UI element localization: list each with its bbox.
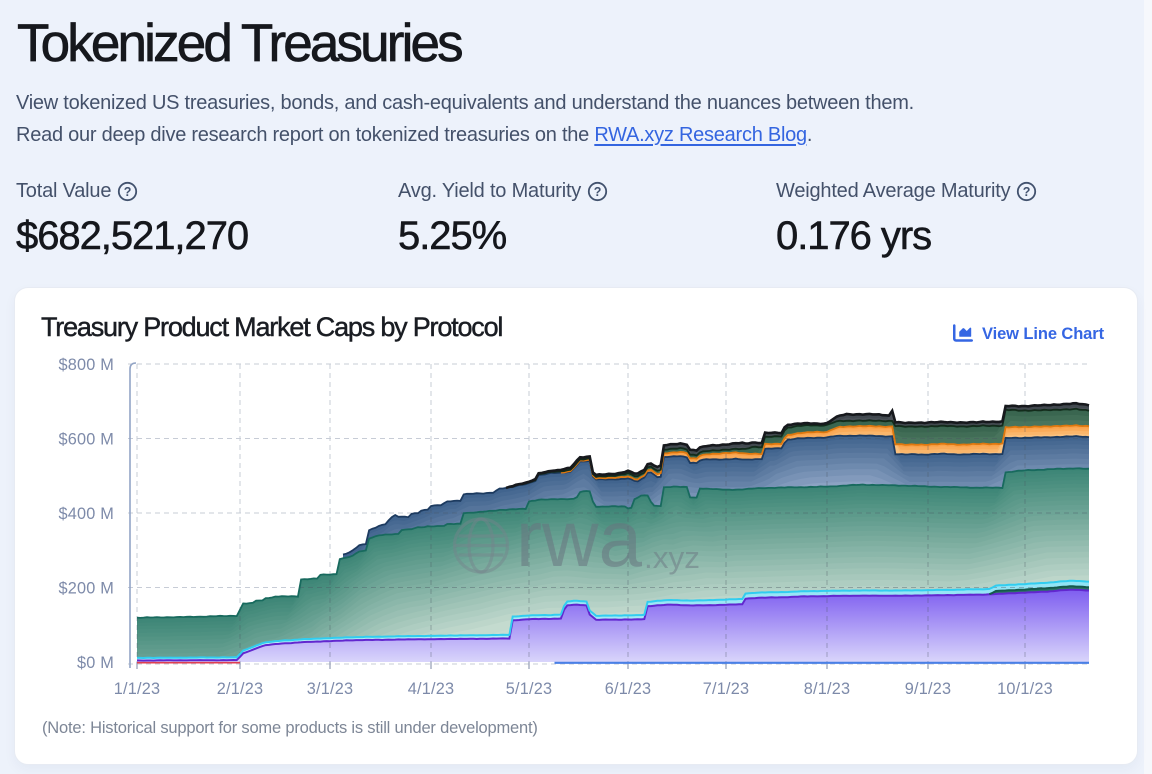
svg-text:?: ? [594,185,601,199]
svg-text:?: ? [1023,185,1030,199]
svg-text:5/1/23: 5/1/23 [506,680,552,698]
svg-text:$600 M: $600 M [58,430,114,448]
svg-text:7/1/23: 7/1/23 [703,680,749,698]
svg-text:1/1/23: 1/1/23 [114,680,160,698]
svg-text:10/1/23: 10/1/23 [997,680,1053,698]
svg-text:4/1/23: 4/1/23 [408,680,454,698]
svg-text:rwa: rwa [516,494,642,583]
svg-text:6/1/23: 6/1/23 [605,680,651,698]
svg-text:$0 M: $0 M [77,654,114,672]
svg-text:$200 M: $200 M [58,579,114,597]
svg-text:9/1/23: 9/1/23 [905,680,951,698]
svg-text:$800 M: $800 M [58,356,114,374]
svg-text:2/1/23: 2/1/23 [217,680,263,698]
svg-text:3/1/23: 3/1/23 [307,680,353,698]
svg-text:?: ? [124,185,131,199]
svg-text:$400 M: $400 M [58,505,114,523]
svg-text:.xyz: .xyz [644,540,700,575]
svg-text:8/1/23: 8/1/23 [804,680,850,698]
